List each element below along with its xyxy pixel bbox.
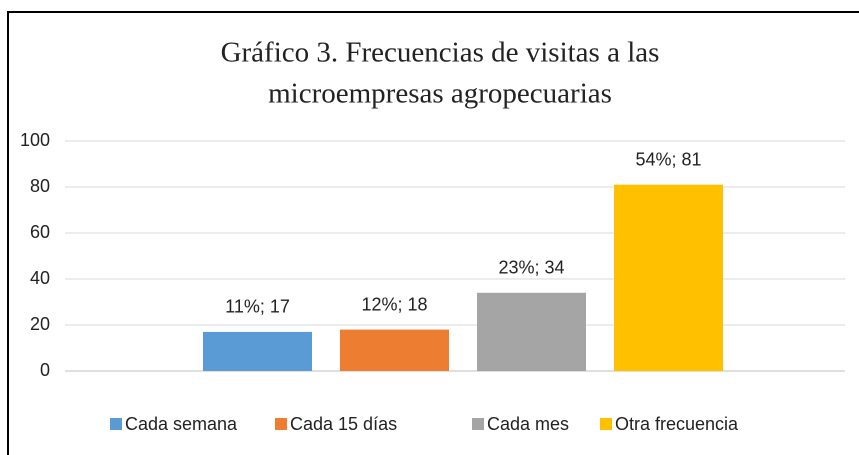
data-label: 23%; 34 — [498, 258, 564, 278]
legend-swatch — [472, 418, 484, 430]
y-tick-label: 0 — [40, 360, 50, 380]
bar — [477, 292, 586, 371]
bar — [340, 329, 449, 371]
y-tick-label: 20 — [30, 314, 50, 334]
y-tick-label: 40 — [30, 268, 50, 288]
bar — [203, 331, 312, 371]
data-label: 11%; 17 — [225, 297, 290, 317]
legend-swatch — [600, 418, 612, 430]
y-tick-label: 60 — [30, 222, 50, 242]
legend-swatch — [110, 418, 122, 430]
chart-title: microempresas agropecuarias — [268, 78, 612, 110]
legend-label: Otra frecuencia — [615, 414, 739, 434]
y-tick-label: 80 — [30, 176, 50, 196]
chart-title: Gráfico 3. Frecuencias de visitas a las — [221, 37, 660, 69]
bar — [614, 184, 723, 371]
y-tick-label: 100 — [20, 130, 50, 150]
legend-label: Cada semana — [125, 414, 238, 434]
frame — [7, 11, 859, 455]
legend-swatch — [275, 418, 287, 430]
data-label: 54%; 81 — [635, 149, 701, 169]
data-label: 12%; 18 — [361, 294, 427, 314]
legend-label: Cada mes — [487, 414, 569, 434]
legend-label: Cada 15 días — [290, 414, 397, 434]
